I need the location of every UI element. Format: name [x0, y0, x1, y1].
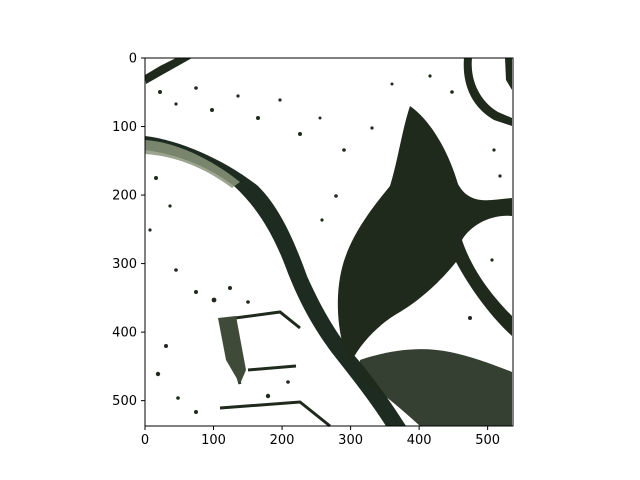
x-tick-label: 400 [407, 433, 432, 448]
satellite-image [145, 58, 513, 428]
y-tick-label: 400 [112, 326, 137, 341]
x-tick-label: 300 [338, 433, 363, 448]
x-axis: 0 100 200 300 400 500 [141, 426, 500, 448]
y-axis: 0 100 200 300 400 500 [112, 52, 145, 409]
y-tick-label: 500 [112, 394, 137, 409]
y-tick-label: 200 [112, 189, 137, 204]
y-tick-label: 300 [112, 257, 137, 272]
y-tick-label: 0 [129, 52, 137, 67]
x-tick-label: 0 [141, 433, 149, 448]
x-tick-label: 500 [475, 433, 500, 448]
axes-frame [144, 57, 514, 427]
x-tick-label: 200 [270, 433, 295, 448]
y-tick-label: 100 [112, 120, 137, 135]
x-tick-label: 100 [201, 433, 226, 448]
